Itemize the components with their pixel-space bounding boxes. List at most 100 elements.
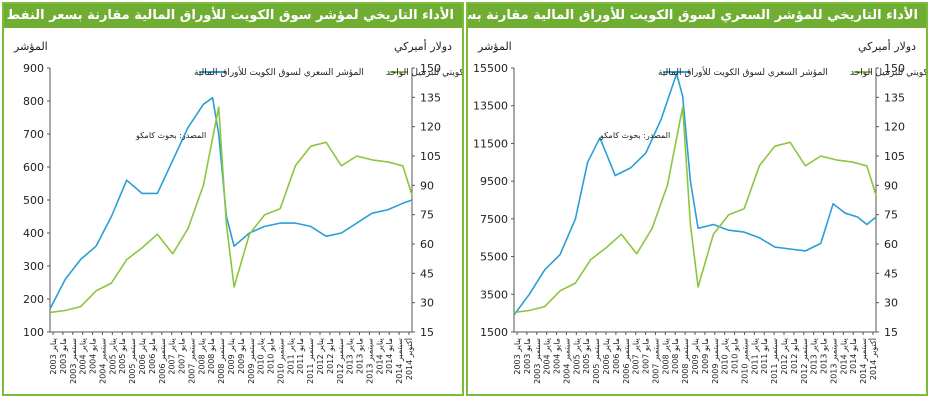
x-tick-label: سبتمبر 2010 (740, 338, 749, 384)
left-tick-label: 800 (23, 95, 44, 108)
right-tick-label: 30 (420, 297, 434, 310)
source-note: المصدر: بحوث كامكو (599, 131, 670, 140)
x-tick-label: سبتمبر 2006 (158, 338, 167, 384)
right-tick-label: 135 (884, 91, 905, 104)
x-tick-label: سبتمبر 2003 (533, 338, 542, 384)
x-tick-label: يناير 2008 (197, 338, 206, 375)
source-note: المصدر: بحوث كامكو (135, 131, 206, 140)
x-tick-label: سبتمبر 2013 (365, 338, 374, 384)
x-tick-label: يناير 2007 (632, 338, 641, 375)
x-tick-label: سبتمبر 2003 (69, 338, 78, 384)
legend-label: المؤشر السعري لسوق الكويت للأوراق المالي… (658, 66, 828, 78)
x-tick-label: يناير 2014 (375, 338, 384, 375)
left-tick-label: 7500 (480, 213, 508, 226)
right-axis-title: دولار أميركي (858, 39, 916, 53)
legend-label: (دولار أميركي) سعر النفط الكويتي للبرميل… (850, 66, 926, 78)
left-tick-label: 5500 (480, 251, 508, 264)
x-tick-label: يناير 2007 (168, 338, 177, 375)
right-tick-label: 150 (420, 62, 441, 75)
x-tick-label: مايو 2012 (326, 338, 335, 374)
x-tick-label: يناير 2013 (810, 338, 819, 375)
x-tick-label: سبتمبر 2009 (247, 338, 256, 384)
x-tick-label: يناير 2004 (79, 338, 88, 375)
x-tick-label: مايو 2014 (385, 338, 394, 374)
left-tick-label: 600 (23, 161, 44, 174)
x-tick-label: مايو 2004 (89, 338, 98, 374)
x-tick-label: سبتمبر 2004 (562, 338, 571, 384)
x-tick-label: يناير 2011 (750, 338, 759, 375)
right-tick-label: 90 (884, 179, 898, 192)
x-tick-label: يناير 2011 (286, 338, 295, 375)
x-tick-label: يناير 2006 (602, 338, 611, 375)
left-tick-label: 400 (23, 227, 44, 240)
x-tick-label: يناير 2010 (721, 338, 730, 375)
chart-svg: المؤشر دولار أميركي 1500 3500 5500 7500 9500 11… (473, 39, 926, 384)
left-tick-label: 100 (23, 326, 44, 339)
right-tick-label: 60 (884, 238, 898, 251)
x-tick-label: مايو 2013 (820, 338, 829, 374)
x-tick-label: يناير 2003 (513, 338, 522, 375)
x-tick-label: مايو 2003 (59, 338, 68, 374)
right-tick-label: 120 (420, 121, 441, 134)
x-tick-label: سبتمبر 2008 (681, 338, 690, 384)
x-tick-label: سبتمبر 2010 (276, 338, 285, 384)
x-tick-label: سبتمبر 2004 (98, 338, 107, 384)
x-tick-label: سبتمبر 2007 (187, 338, 196, 384)
x-tick-label: يناير 2014 (839, 338, 848, 375)
x-tick-label: سبتمبر 2012 (336, 338, 345, 384)
x-tick-label: يناير 2012 (316, 338, 325, 375)
right-tick-label: 60 (420, 238, 434, 251)
left-axis-title: المؤشر (477, 40, 512, 53)
x-tick-label: مايو 2012 (790, 338, 799, 374)
x-tick-label: يناير 2004 (543, 338, 552, 375)
right-tick-label: 105 (420, 150, 441, 163)
x-tick-label: مايو 2011 (296, 338, 305, 374)
left-tick-label: 1500 (480, 326, 508, 339)
x-tick-label: سبتمبر 2011 (306, 338, 315, 384)
x-tick-label: يناير 2013 (346, 338, 355, 375)
x-tick-label: سبتمبر 2005 (128, 338, 137, 384)
left-tick-label: 300 (23, 260, 44, 273)
x-tick-label: سبتمبر 2011 (770, 338, 779, 384)
x-tick-label: مايو 2014 (849, 338, 858, 374)
x-tick-label: يناير 2006 (138, 338, 147, 375)
x-tick-label: مايو 2003 (523, 338, 532, 374)
left-axis-title: المؤشر (13, 40, 48, 53)
x-tick-label: مايو 2006 (148, 338, 157, 374)
left-tick-label: 200 (23, 293, 44, 306)
x-tick-label: أكتوبر 2014 (404, 338, 414, 380)
left-tick-label: 9500 (480, 175, 508, 188)
x-tick-label: سبتمبر 2005 (592, 338, 601, 384)
x-tick-label: مايو 2007 (642, 338, 651, 374)
x-tick-label: يناير 2005 (572, 338, 581, 375)
x-tick-label: مايو 2009 (701, 338, 710, 374)
x-tick-label: مايو 2010 (267, 338, 276, 374)
x-tick-label: سبتمبر 2014 (859, 338, 868, 384)
legend-label: المؤشر السعري لسوق الكويت للأوراق المالي… (194, 66, 364, 78)
x-tick-label: مايو 2005 (118, 338, 127, 374)
right-tick-label: 135 (420, 91, 441, 104)
right-tick-label: 75 (420, 209, 434, 222)
x-tick-label: سبتمبر 2014 (395, 338, 404, 384)
oil-price-line (513, 106, 877, 314)
right-tick-label: 45 (420, 267, 434, 280)
chart-panel-2: الأداء التاريخي للمؤشر السعري لسوق الكوي… (466, 2, 928, 396)
right-axis-title: دولار أميركي (394, 39, 452, 53)
chart-panel-1: الأداء التاريخي لمؤشر سوق الكويت للأوراق… (2, 2, 464, 396)
x-tick-label: سبتمبر 2008 (217, 338, 226, 384)
right-tick-label: 75 (884, 209, 898, 222)
right-tick-label: 120 (884, 121, 905, 134)
index-line (513, 72, 877, 316)
x-tick-label: مايو 2004 (553, 338, 562, 374)
chart-title: الأداء التاريخي لمؤشر سوق الكويت للأوراق… (4, 4, 462, 28)
right-tick-label: 45 (884, 267, 898, 280)
x-tick-label: يناير 2003 (49, 338, 58, 375)
x-tick-label: سبتمبر 2007 (651, 338, 660, 384)
x-tick-label: أكتوبر 2014 (868, 338, 878, 380)
x-tick-label: مايو 2009 (237, 338, 246, 374)
left-tick-label: 15500 (473, 62, 508, 75)
right-tick-label: 15 (884, 326, 898, 339)
x-tick-label: يناير 2005 (108, 338, 117, 375)
x-tick-label: سبتمبر 2012 (800, 338, 809, 384)
x-tick-label: مايو 2007 (178, 338, 187, 374)
